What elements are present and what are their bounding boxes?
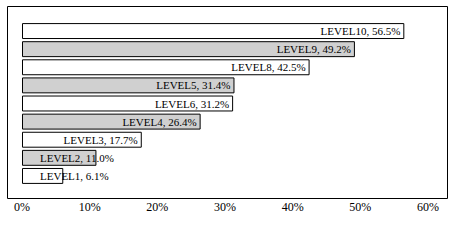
svg-text:30%: 30% (214, 200, 236, 214)
svg-text:LEVEL1, 6.1%: LEVEL1, 6.1% (40, 170, 109, 182)
svg-text:0%: 0% (14, 200, 30, 214)
svg-text:LEVEL6, 31.2%: LEVEL6, 31.2% (155, 98, 229, 110)
svg-text:LEVEL2, 11.0%: LEVEL2, 11.0% (40, 152, 114, 164)
svg-text:LEVEL9, 49.2%: LEVEL9, 49.2% (277, 43, 351, 55)
svg-text:20%: 20% (146, 200, 168, 214)
svg-text:LEVEL10, 56.5%: LEVEL10, 56.5% (321, 25, 401, 37)
svg-text:LEVEL4, 26.4%: LEVEL4, 26.4% (122, 116, 196, 128)
svg-text:60%: 60% (417, 200, 439, 214)
svg-text:LEVEL8, 42.5%: LEVEL8, 42.5% (231, 61, 305, 73)
svg-text:LEVEL5, 31.4%: LEVEL5, 31.4% (156, 79, 230, 91)
svg-text:10%: 10% (79, 200, 101, 214)
svg-text:40%: 40% (282, 200, 304, 214)
svg-text:50%: 50% (349, 200, 371, 214)
svg-text:LEVEL3, 17.7%: LEVEL3, 17.7% (64, 134, 138, 146)
